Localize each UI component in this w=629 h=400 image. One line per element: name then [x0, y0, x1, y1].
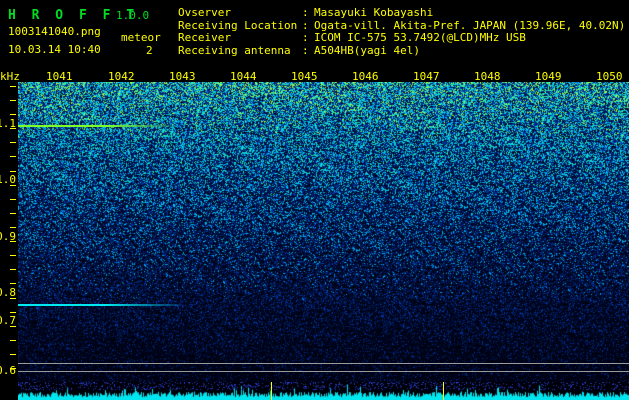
x-axis-tick-label: 1043: [169, 70, 196, 83]
metadata-row: Receiving antenna : A504HB(yagi 4el): [178, 43, 625, 58]
x-axis-tick-label: 1042: [108, 70, 135, 83]
y-axis-tick-label: 1.0: [0, 173, 16, 186]
amplitude-strip[interactable]: [18, 382, 629, 400]
metadata-colon: :: [302, 31, 309, 44]
header-bar: H R O F F T 1.0.0 1003141040.png 10.03.1…: [0, 0, 629, 66]
y-axis-tick: [10, 354, 16, 355]
metadata-value: Masayuki Kobayashi: [314, 6, 434, 19]
amplitude-canvas[interactable]: [18, 382, 629, 400]
gridline: [18, 371, 629, 372]
y-axis-tick: [10, 283, 16, 284]
datetime-label: 10.03.14 10:40: [8, 43, 101, 56]
y-axis-tick: [10, 156, 16, 157]
x-axis-tick-label: 1047: [413, 70, 440, 83]
spectrogram-canvas[interactable]: [18, 82, 629, 382]
y-axis-tick: [10, 298, 16, 299]
y-axis-tick: [10, 213, 16, 214]
y-axis-unit-label: kHz: [0, 70, 20, 83]
spectrogram-plot[interactable]: [18, 82, 629, 382]
y-axis-tick: [10, 227, 16, 228]
y-axis-tick: [10, 199, 16, 200]
y-axis-tick-label: 0.6: [0, 364, 16, 377]
metadata-colon: :: [302, 18, 309, 32]
long-duration-echo: [18, 304, 180, 306]
y-axis-tick: [10, 142, 16, 143]
y-axis-tick: [10, 114, 16, 115]
y-axis-tick: [10, 171, 16, 172]
x-axis-tick-label: 1045: [291, 70, 318, 83]
x-axis-tick-label: 1050: [596, 70, 623, 83]
y-axis-tick: [10, 269, 16, 270]
event-marker: [443, 382, 444, 400]
metadata-colon: :: [302, 6, 309, 19]
y-axis-tick: [10, 326, 16, 327]
y-axis-tick: [10, 100, 16, 101]
x-axis-tick-label: 1048: [474, 70, 501, 83]
y-axis-tick: [10, 241, 16, 242]
metadata-value: ICOM IC-575 53.7492(@LCD)MHz USB: [314, 31, 526, 44]
x-axis-tick-label: 1046: [352, 70, 379, 83]
event-marker: [271, 382, 272, 400]
meteor-label: meteor: [121, 31, 161, 44]
y-axis-tick: [10, 312, 16, 313]
y-axis-tick: [10, 185, 16, 186]
metadata-value: A504HB(yagi 4el): [314, 43, 420, 57]
metadata-value: Ogata-vill. Akita-Pref. JAPAN (139.96E, …: [314, 18, 626, 32]
metadata-row: Receiver : ICOM IC-575 53.7492(@LCD)MHz …: [178, 31, 625, 45]
head-echo-trace: [18, 125, 180, 127]
y-axis-tick: [10, 86, 16, 87]
x-axis-tick-label: 1041: [46, 70, 73, 83]
filename-label: 1003141040.png: [8, 25, 101, 38]
x-axis-tick-label: 1049: [535, 70, 562, 83]
metadata-block: Ovserver : Masayuki Kobayashi Receiving …: [178, 6, 626, 58]
metadata-key: Receiver: [178, 31, 231, 44]
metadata-row: Ovserver : Masayuki Kobayashi: [178, 6, 625, 20]
y-axis-tick-label: 0.7: [0, 314, 16, 327]
meteor-count: 2: [146, 44, 153, 57]
x-axis-tick-label: 1044: [230, 70, 257, 83]
metadata-key: Receiving Location: [178, 18, 298, 32]
y-axis-tick: [10, 128, 16, 129]
metadata-row: Receiving Location : Ogata-vill. Akita-P…: [178, 18, 626, 33]
metadata-key: Receiving antenna: [178, 43, 291, 57]
y-axis-tick-label: 1.1: [0, 117, 16, 130]
y-axis-tick: [10, 368, 16, 369]
app-title: H R O F F T: [8, 8, 139, 23]
y-axis-tick-label: 0.9: [0, 230, 16, 243]
y-axis-tick: [10, 255, 16, 256]
app-version: 1.0.0: [116, 9, 150, 22]
y-axis-tick: [10, 340, 16, 341]
metadata-key: Ovserver: [178, 6, 231, 19]
gridline: [18, 363, 629, 364]
metadata-colon: :: [302, 43, 309, 57]
y-axis-tick-label: 0.8: [0, 286, 16, 299]
